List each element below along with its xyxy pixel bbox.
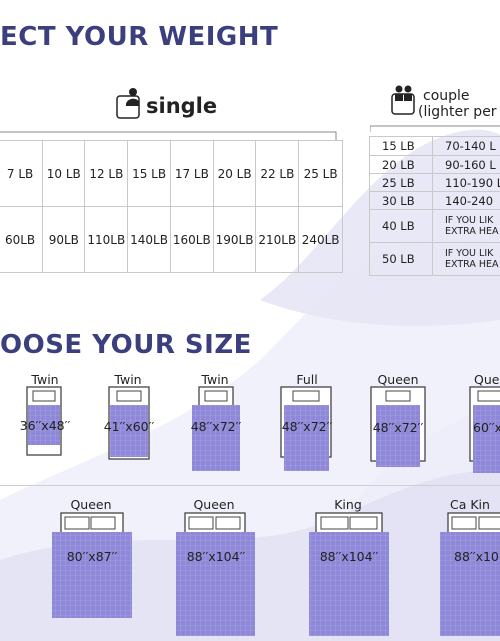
size-dimension: 36′′x48′′ (19, 418, 71, 433)
body-weight-cell: IF YOU LIK EXTRA HEA (432, 242, 500, 276)
body-weight-cell: 90-160 L (432, 155, 500, 174)
size-dimension: 60′′x (473, 420, 500, 435)
size-dimension: 48′′x72′′ (372, 420, 424, 435)
section-heading-weight: ECT YOUR WEIGHT (0, 22, 279, 52)
single-title: single (146, 94, 218, 118)
blanket-weight-cell[interactable]: 20 LB (369, 155, 433, 174)
queen-bed-diagram (469, 386, 500, 473)
couple-bracket (370, 125, 500, 132)
size-dimension: 88′′x104′′ (319, 549, 379, 564)
size-dimension: 41′′x60′′ (103, 419, 155, 434)
body-weight-cell: 140-240 (432, 191, 500, 210)
blanket-weight-cell[interactable]: 22 LB (255, 140, 300, 207)
range-line-1: IF YOU LIK (445, 215, 494, 226)
twin-bed-diagram (108, 386, 150, 460)
body-weight-cell: 140LB (127, 206, 171, 273)
body-weight-cell: 240LB (298, 206, 343, 273)
body-weight-cell: 90LB (42, 206, 86, 273)
queen-bed-diagram (370, 386, 426, 467)
bed-type-label: Full (296, 372, 318, 387)
body-weight-cell: 210LB (255, 206, 300, 273)
bed-type-label: Queen (377, 372, 419, 387)
body-weight-cell: IF YOU LIK EXTRA HEA (432, 209, 500, 243)
blanket-weight-cell[interactable]: 17 LB (169, 140, 214, 207)
blanket-weight-cell[interactable]: 30 LB (369, 191, 433, 210)
blanket-weight-cell[interactable]: 25 LB (298, 140, 343, 207)
couple-weight-table: 15 LB 70-140 L 20 LB 90-160 L 25 LB 110-190… (369, 136, 500, 276)
twin-bed-diagram (26, 386, 62, 456)
twin-bed-diagram (192, 386, 240, 471)
couple-in-bed-icon (391, 85, 415, 115)
body-weight-cell: 70-140 L (432, 136, 500, 156)
body-weight-cell: 160LB (169, 206, 214, 273)
blanket-weight-cell[interactable]: 10 LB (42, 140, 86, 207)
body-weight-cell: 110LB (84, 206, 129, 273)
blanket-weight-cell[interactable]: 20 LB (212, 140, 257, 207)
bed-type-label: Twin (114, 372, 142, 387)
blanket-weight-cell[interactable]: 50 LB (369, 242, 433, 276)
body-weight-cell: 190LB (212, 206, 257, 273)
blanket-weight-cell[interactable]: 40 LB (369, 209, 433, 243)
range-line-2: EXTRA HEA (445, 226, 499, 237)
body-weight-cell: 110-190 L (432, 173, 500, 192)
bed-type-label: Queen (193, 497, 235, 512)
queen-bed-diagram (176, 512, 255, 636)
size-diagrams-row2 (52, 512, 500, 636)
range-line-1: IF YOU LIK (445, 248, 494, 259)
section-heading-size: OOSE YOUR SIZE (0, 330, 252, 360)
bed-type-label: Twin (201, 372, 229, 387)
single-weight-table: 7 LB 10 LB 12 LB 15 LB 17 LB 20 LB 22 LB… (0, 140, 343, 273)
size-dimension: 80′′x87′′ (66, 549, 118, 564)
blanket-weight-cell[interactable]: 7 LB (0, 140, 44, 207)
bed-type-label: King (334, 497, 362, 512)
couple-subtitle: (lighter per (418, 104, 497, 120)
size-dimension: 88′′x104′′ (186, 549, 246, 564)
blanket-weight-cell[interactable]: 15 LB (369, 136, 433, 156)
couple-title: couple (423, 88, 470, 104)
row-divider (0, 485, 500, 486)
king-bed-diagram (309, 512, 389, 636)
bed-type-label: Que (474, 372, 500, 387)
single-bracket (0, 131, 337, 140)
full-bed-diagram (280, 386, 332, 471)
bed-type-label: Ca Kin (450, 497, 490, 512)
size-diagrams-row1 (26, 386, 500, 473)
cal-king-bed-diagram (440, 512, 500, 636)
blanket-weight-cell[interactable]: 12 LB (84, 140, 129, 207)
size-dimension: 48′′x72′′ (190, 419, 242, 434)
bed-type-label: Twin (31, 372, 59, 387)
blanket-weight-cell[interactable]: 15 LB (127, 140, 171, 207)
size-dimension: 48′′x72′′ (281, 419, 333, 434)
blanket-weight-cell[interactable]: 25 LB (369, 173, 433, 192)
queen-bed-diagram (52, 512, 132, 618)
size-dimension: 88′′x10 (454, 549, 499, 564)
single-person-in-bed-icon (116, 88, 140, 119)
bed-type-label: Queen (70, 497, 112, 512)
range-line-2: EXTRA HEA (445, 259, 499, 270)
body-weight-cell: 60LB (0, 206, 44, 273)
